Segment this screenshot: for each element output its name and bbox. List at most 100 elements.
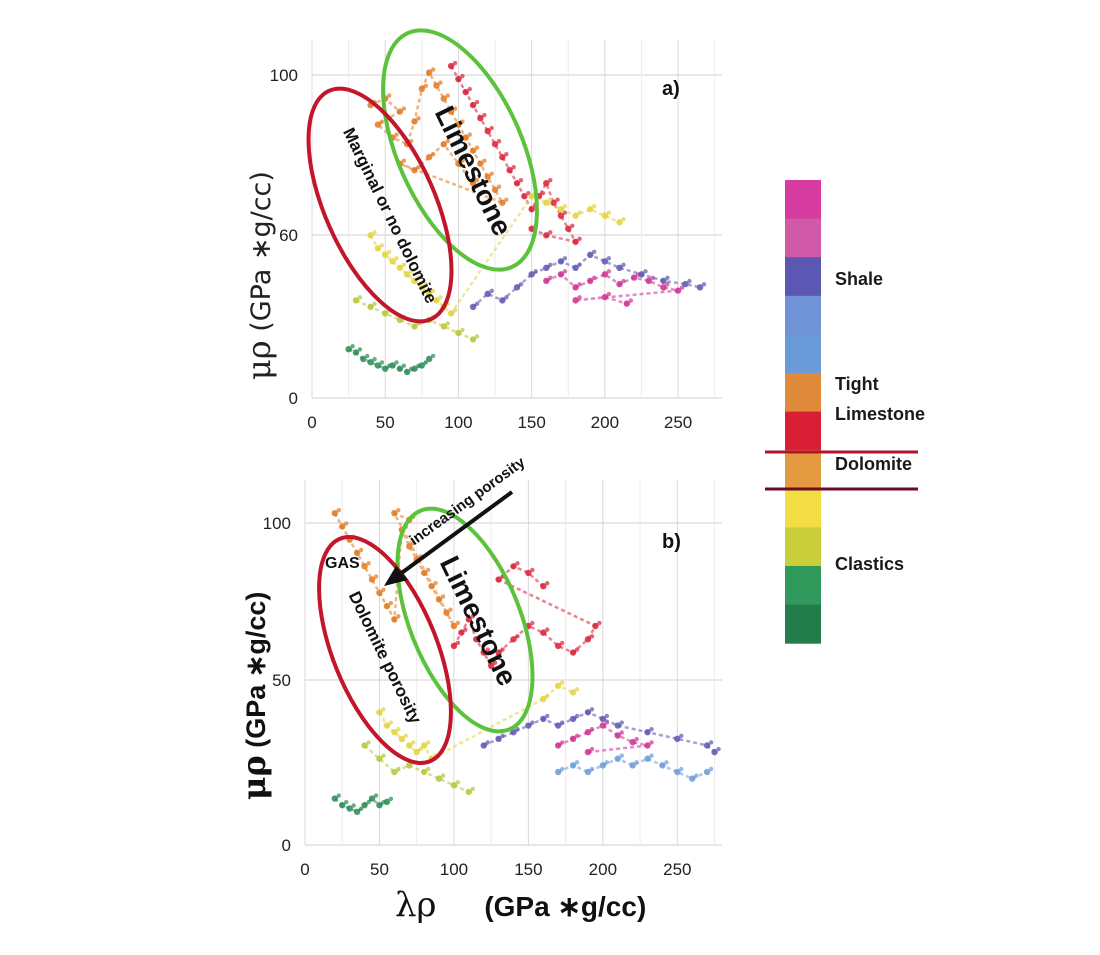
data-point <box>388 720 394 725</box>
data-point <box>396 726 401 732</box>
data-point <box>562 204 568 209</box>
y-tick-label: 0 <box>289 389 298 408</box>
data-point <box>574 760 580 765</box>
data-point <box>665 275 670 281</box>
data-point <box>430 67 436 72</box>
series-7 <box>361 740 476 796</box>
data-point <box>592 249 597 254</box>
data-point <box>470 614 476 619</box>
data-point <box>445 138 450 144</box>
data-point <box>463 627 468 632</box>
dolomite-ellipse <box>306 86 454 324</box>
series-trace <box>472 253 701 308</box>
panel-b-xlabel-unit: (GPa ∗g/cc) <box>484 891 647 922</box>
data-point <box>394 360 399 365</box>
data-point <box>489 288 494 294</box>
data-point <box>379 243 385 248</box>
series-3 <box>554 720 654 756</box>
data-point <box>515 561 520 566</box>
data-point <box>687 278 692 284</box>
data-point <box>559 680 565 685</box>
data-point <box>452 60 458 66</box>
data-point <box>482 158 487 163</box>
y-tick-label: 60 <box>279 226 298 245</box>
data-point <box>350 343 355 349</box>
panel-b-ylabel-unit: (GPa ∗g/cc) <box>241 591 271 748</box>
legend-label-shale: Shale <box>835 269 883 289</box>
data-point <box>589 707 595 712</box>
data-point <box>474 145 480 150</box>
series-6 <box>376 680 580 762</box>
data-point <box>664 760 669 765</box>
legend-label-dolomite: Dolomite <box>835 454 912 474</box>
data-point <box>460 158 465 163</box>
x-tick-label: 100 <box>440 860 468 879</box>
data-point <box>365 353 370 359</box>
x-tick-label: 0 <box>307 413 316 432</box>
x-tick-label: 0 <box>300 860 309 879</box>
data-point <box>373 793 379 798</box>
panel-label: a) <box>662 78 680 100</box>
data-point <box>577 236 582 241</box>
data-point <box>577 282 582 287</box>
data-point <box>589 634 595 639</box>
data-point <box>621 217 626 222</box>
data-point <box>649 726 654 732</box>
data-point <box>621 278 626 284</box>
series-trace <box>348 348 430 374</box>
data-point <box>387 93 392 98</box>
legend-swatch <box>785 180 821 220</box>
data-point <box>379 360 385 365</box>
legend-swatch <box>785 450 821 490</box>
data-point <box>401 363 407 368</box>
data-point <box>474 334 480 339</box>
data-point <box>496 184 502 189</box>
data-point <box>716 746 721 752</box>
series-trace <box>557 757 708 781</box>
x-tick-label: 50 <box>376 413 395 432</box>
data-point <box>448 607 453 612</box>
data-point <box>344 521 349 526</box>
data-point <box>438 80 443 85</box>
porosity-arrow-head <box>384 566 408 586</box>
panel-a-ylabel-symbol: μρ <box>240 340 278 380</box>
x-tick-label: 100 <box>444 413 472 432</box>
data-point <box>584 748 592 756</box>
data-point <box>373 574 379 579</box>
data-point <box>589 746 595 752</box>
data-point <box>489 125 494 131</box>
data-point <box>396 507 401 513</box>
data-point <box>460 119 465 124</box>
data-point <box>545 627 550 632</box>
data-point <box>357 347 363 352</box>
data-point <box>336 507 341 513</box>
data-point <box>621 262 626 268</box>
data-point <box>474 99 480 105</box>
data-point <box>366 561 371 566</box>
data-point <box>649 753 654 758</box>
data-point <box>388 600 394 606</box>
data-point <box>679 733 684 739</box>
data-point <box>470 786 476 792</box>
data-point <box>416 116 421 121</box>
data-point <box>562 269 568 274</box>
porosity-arrow-shaft <box>390 490 514 582</box>
x-tick-label: 250 <box>663 860 691 879</box>
legend-swatch <box>785 527 821 567</box>
data-point <box>548 178 553 183</box>
data-point <box>572 297 579 304</box>
x-tick-label: 250 <box>664 413 692 432</box>
data-point <box>682 280 689 288</box>
series-7 <box>345 343 436 376</box>
data-point <box>408 269 414 274</box>
data-point <box>606 269 612 274</box>
legend-label-tight: Tight <box>835 374 879 394</box>
series-3 <box>543 269 685 307</box>
data-point <box>411 740 416 745</box>
data-point <box>708 740 714 745</box>
data-point <box>649 740 654 745</box>
data-point <box>606 256 612 261</box>
data-point <box>438 295 443 300</box>
data-point <box>403 733 409 739</box>
